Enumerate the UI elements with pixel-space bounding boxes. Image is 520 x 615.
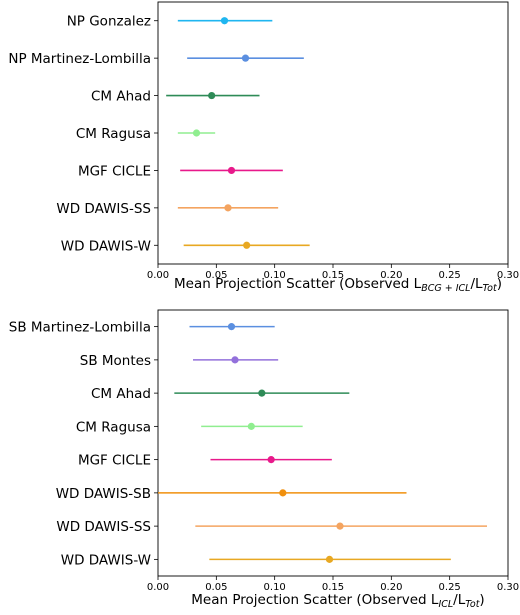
panel-1: NP Gonzalez NP Martinez-Lombilla CM Ahad CM…	[8, 1, 519, 294]
x-axis-label: Mean Projection Scatter (Observed LICL/L…	[191, 592, 484, 610]
category-label: WD DAWIS-W	[61, 238, 151, 254]
category-label: WD DAWIS-SB	[56, 486, 151, 502]
x-tick-label: 0.25	[439, 582, 461, 593]
data-point	[325, 555, 334, 563]
data-point	[279, 489, 287, 497]
x-axis-label-text: /L	[453, 592, 466, 608]
x-tick-label: 0.30	[497, 270, 519, 281]
x-tick-label: 0.00	[147, 582, 169, 593]
x-tick-label: 0.20	[380, 270, 402, 281]
data-point	[220, 17, 229, 25]
x-tick-label: 0.05	[205, 270, 227, 281]
data-point	[258, 389, 266, 397]
x-tick-label: 0.10	[264, 270, 286, 281]
data-point	[192, 129, 201, 137]
x-tick-label: 0.15	[322, 270, 344, 281]
x-axis-label-subscript: Tot	[465, 599, 480, 610]
x-axis-label-text: Mean Projection Scatter (Observed L	[191, 592, 439, 608]
data-point	[224, 204, 232, 212]
x-axis-label-text: )	[479, 592, 484, 608]
data-point	[336, 522, 344, 530]
x-axis-label-text: )	[497, 276, 502, 292]
panel-2: SB Martinez-Lombilla SB Montes CM Ahad CM R…	[9, 309, 519, 610]
category-label: SB Martinez-Lombilla	[9, 320, 151, 336]
data-point	[227, 323, 236, 331]
category-label: CM Ragusa	[76, 419, 151, 435]
category-label: MGF CICLE	[78, 163, 151, 179]
category-label: SB Montes	[80, 353, 151, 369]
data-point	[227, 166, 236, 175]
data-point	[267, 456, 275, 464]
category-label: CM Ragusa	[76, 126, 151, 142]
data-point	[208, 91, 216, 100]
category-label: WD DAWIS-SS	[56, 519, 151, 535]
x-tick-label: 0.00	[147, 270, 169, 281]
x-axis-label-text: /L	[470, 276, 483, 292]
x-tick-label: 0.30	[497, 582, 519, 593]
x-tick-label: 0.10	[264, 582, 286, 593]
category-label: CM Ahad	[91, 89, 151, 105]
x-axis-label-subscript: ICL	[438, 599, 453, 610]
category-label: CM Ahad	[91, 386, 151, 402]
x-tick-label: 0.05	[205, 582, 227, 593]
x-tick-label: 0.20	[380, 582, 402, 593]
data-point	[247, 422, 255, 430]
x-tick-label: 0.15	[322, 582, 344, 593]
data-point	[241, 54, 250, 62]
x-axis-label-subscript: Tot	[483, 283, 498, 294]
plot-frame	[157, 309, 509, 577]
category-label: WD DAWIS-W	[61, 552, 151, 568]
x-axis-label-subscript: BCG + ICL	[421, 283, 470, 294]
category-label: MGF CICLE	[78, 453, 151, 469]
x-axis-label: Mean Projection Scatter (Observed LBCG +…	[174, 276, 502, 294]
x-axis-label-text: Mean Projection Scatter (Observed L	[174, 276, 422, 292]
category-label: NP Martinez-Lombilla	[8, 51, 151, 67]
category-label: WD DAWIS-SS	[56, 201, 151, 217]
category-label: NP Gonzalez	[67, 14, 151, 30]
data-point	[243, 241, 251, 249]
x-tick-label: 0.25	[439, 270, 461, 281]
data-point	[231, 356, 239, 364]
